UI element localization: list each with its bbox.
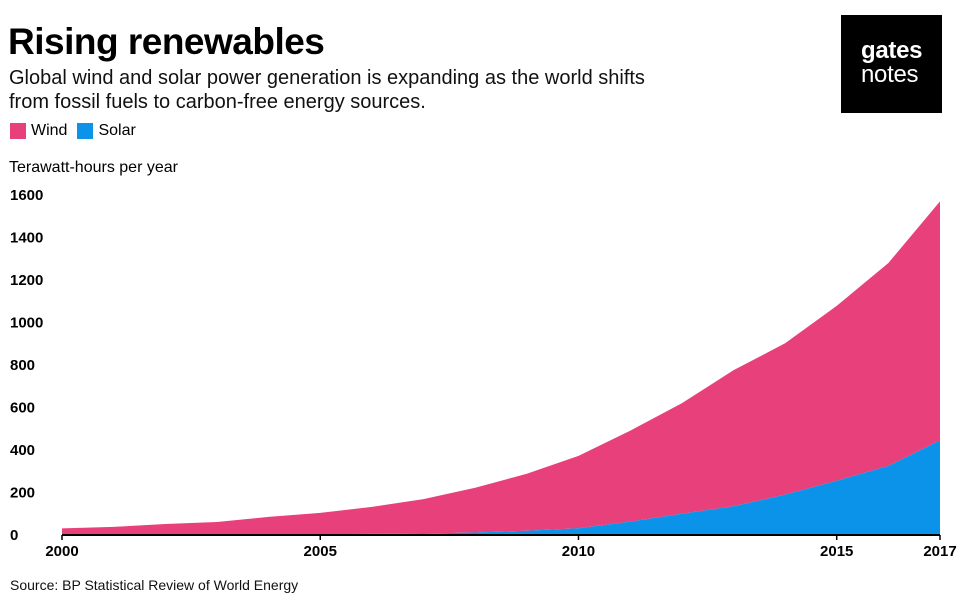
y-axis-ticks: 0 200 400 600 800 1000 1200 1400 1600 [10,187,43,544]
x-tick-label: 2015 [820,543,853,560]
logo-text-notes: notes [861,61,919,88]
y-tick-label: 1000 [10,315,43,332]
x-tick-label: 2017 [923,543,956,560]
gatesnotes-logo[interactable]: gates notes [841,15,942,113]
chart-subtitle: Global wind and solar power generation i… [9,66,709,114]
area-layer [62,201,940,536]
y-tick-label: 200 [10,485,35,502]
subtitle-line-2: from fossil fuels to carbon-free energy … [9,91,426,113]
wind-area [62,201,940,535]
x-tick-label: 2000 [45,543,78,560]
y-tick-label: 800 [10,357,35,374]
solar-area [62,440,940,535]
y-tick-label: 0 [10,527,18,544]
y-tick-label: 1400 [10,230,43,247]
x-tick-label: 2005 [304,543,337,560]
y-axis-label: Terawatt-hours per year [9,159,178,176]
y-tick-label: 1200 [10,272,43,289]
y-tick-label: 600 [10,400,35,417]
legend-item-solar: Solar [77,121,136,141]
y-tick-label: 1600 [10,187,43,204]
legend-label-solar: Solar [98,122,136,139]
subtitle-line-1: Global wind and solar power generation i… [9,67,645,89]
y-tick-label: 400 [10,442,35,459]
legend-swatch-wind [10,123,26,139]
x-tick-label: 2010 [562,543,595,560]
source-note: Source: BP Statistical Review of World E… [10,577,299,593]
legend: Wind Solar [10,121,146,141]
legend-item-wind: Wind [10,121,67,141]
logo-text-gates: gates [861,37,923,64]
legend-label-wind: Wind [31,122,68,139]
legend-swatch-solar [77,123,94,139]
chart-title: Rising renewables [8,21,325,62]
x-axis-ticks: 2000 2005 2010 2015 2017 [45,535,957,560]
